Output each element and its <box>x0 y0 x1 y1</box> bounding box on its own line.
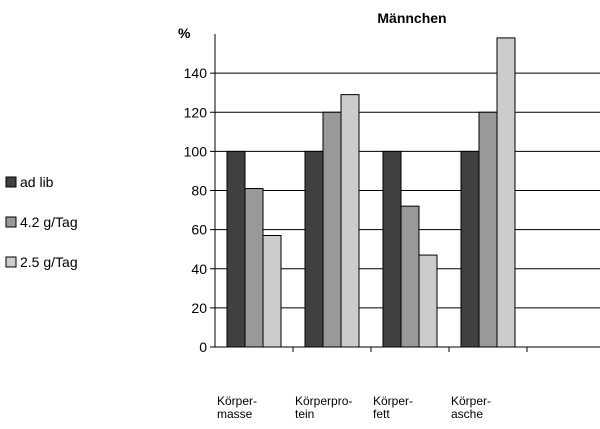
bar <box>226 150 246 348</box>
category-label: asche <box>451 407 483 421</box>
bar <box>418 254 438 348</box>
bar <box>478 111 498 348</box>
y-tick-label: 20 <box>191 300 207 316</box>
category-label: Körper- <box>373 394 413 408</box>
legend-swatch <box>5 176 17 188</box>
chart-title: Männchen <box>377 10 446 26</box>
legend-label: 4.2 g/Tag <box>20 214 78 230</box>
legend-swatch <box>5 256 17 268</box>
y-tick-label: 140 <box>184 65 208 81</box>
category-label: fett <box>373 407 390 421</box>
category-labels: Körper-masseKörperpro-teinKörper-fettKör… <box>217 394 491 421</box>
bar <box>262 234 282 348</box>
y-tick-label: 0 <box>199 339 207 355</box>
bar <box>400 205 420 348</box>
bar <box>340 94 360 348</box>
category-label: Körper- <box>451 394 491 408</box>
axes <box>210 34 600 352</box>
category-label: Körperpro- <box>295 394 352 408</box>
category-label: tein <box>295 407 314 421</box>
bar <box>244 188 264 348</box>
y-tick-label: 60 <box>191 222 207 238</box>
bar <box>460 150 480 348</box>
y-tick-labels: 0 20 40 60 80 100 120 140 <box>184 65 208 355</box>
bar <box>322 111 342 348</box>
legend-swatch <box>5 216 17 228</box>
bar <box>382 150 402 348</box>
bar <box>496 37 516 348</box>
y-tick-label: 40 <box>191 261 207 277</box>
category-label: masse <box>217 407 253 421</box>
bars <box>226 37 516 348</box>
legend-label: ad lib <box>20 174 54 190</box>
legend-label: 2.5 g/Tag <box>20 254 78 270</box>
legend: ad lib 4.2 g/Tag 2.5 g/Tag <box>5 174 78 270</box>
y-tick-label: 100 <box>184 143 208 159</box>
y-axis-unit: % <box>178 25 191 41</box>
y-tick-label: 80 <box>191 183 207 199</box>
bar <box>304 150 324 348</box>
category-label: Körper- <box>217 394 257 408</box>
y-tick-label: 120 <box>184 104 208 120</box>
